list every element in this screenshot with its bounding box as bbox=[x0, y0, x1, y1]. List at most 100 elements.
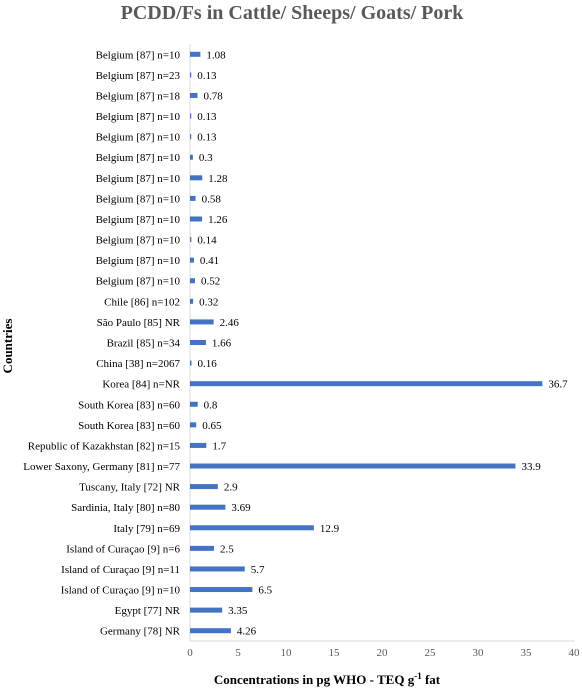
category-label: Belgium [87] n=10 bbox=[96, 111, 181, 123]
x-tick-label: 40 bbox=[569, 647, 581, 659]
data-label: 2.9 bbox=[224, 482, 238, 494]
bar bbox=[190, 237, 192, 243]
category-label: Republic of Kazakhstan [82] n=15 bbox=[28, 440, 181, 452]
data-label: 3.35 bbox=[228, 605, 248, 617]
data-label: 1.26 bbox=[208, 214, 228, 226]
bar bbox=[190, 525, 314, 531]
bar bbox=[190, 257, 194, 263]
category-label: Italy [79] n=69 bbox=[113, 523, 180, 535]
bar bbox=[190, 278, 195, 284]
data-label: 0.13 bbox=[197, 132, 217, 144]
data-label: 1.66 bbox=[212, 338, 232, 350]
bar bbox=[190, 587, 253, 593]
data-label: 0.58 bbox=[202, 193, 222, 205]
bar bbox=[190, 51, 201, 57]
category-label: Belgium [87] n=10 bbox=[96, 152, 181, 164]
bar bbox=[190, 422, 197, 428]
data-label: 0.14 bbox=[197, 235, 217, 247]
bar bbox=[190, 340, 206, 345]
category-label: Tuscany, Italy [72] NR bbox=[79, 482, 181, 494]
bar bbox=[190, 484, 218, 490]
category-label: Egypt [77] NR bbox=[115, 605, 181, 617]
category-label: Belgium [87] n=10 bbox=[96, 235, 181, 247]
x-tick-label: 35 bbox=[521, 647, 533, 659]
bar bbox=[190, 216, 203, 222]
bar bbox=[190, 607, 223, 613]
bar bbox=[190, 545, 214, 551]
category-labels: Belgium [87] n=10 Belgium [87] n=23 Belgiu… bbox=[23, 49, 180, 637]
category-label: Belgium [87] n=10 bbox=[96, 214, 181, 226]
x-tick-label: 20 bbox=[377, 647, 389, 659]
data-label: 5.7 bbox=[251, 564, 265, 576]
x-tick-label: 30 bbox=[473, 647, 485, 659]
bar bbox=[190, 566, 245, 572]
category-label: Belgium [87] n=23 bbox=[96, 70, 181, 82]
category-label: Island of Curaçao [9] n=10 bbox=[61, 585, 181, 597]
bar bbox=[190, 134, 192, 140]
category-label: Belgium [87] n=10 bbox=[96, 276, 181, 288]
x-axis-label-sup: -1 bbox=[414, 671, 422, 681]
x-tick-label: 5 bbox=[235, 647, 241, 659]
category-label: South Korea [83] n=60 bbox=[78, 399, 180, 411]
bar bbox=[190, 175, 203, 181]
bar bbox=[190, 154, 193, 160]
data-label: 0.8 bbox=[204, 399, 218, 411]
bar bbox=[190, 442, 207, 448]
category-label: Belgium [87] n=10 bbox=[96, 255, 181, 267]
x-axis-label: Concentrations in pg WHO - TEQ g-1 fat bbox=[214, 671, 441, 687]
bar bbox=[190, 298, 194, 304]
data-labels: 1.08 0.13 0.78 0.13 0.13 0.3 1.28 0.58 1.26 0.14 0… bbox=[197, 49, 568, 637]
bar bbox=[190, 113, 192, 119]
x-tick-label: 10 bbox=[281, 647, 293, 659]
data-label: 2.46 bbox=[220, 317, 240, 329]
bar bbox=[190, 360, 192, 366]
category-label: Lower Saxony, Germany [81] n=77 bbox=[23, 461, 180, 473]
data-label: 1.28 bbox=[208, 173, 228, 185]
x-tick-label: 15 bbox=[329, 647, 341, 659]
category-label: Germany [78] NR bbox=[100, 626, 181, 638]
category-label: Chile [86] n=102 bbox=[104, 296, 180, 308]
bar bbox=[190, 195, 196, 201]
category-label: Belgium [87] n=10 bbox=[96, 193, 181, 205]
bar bbox=[190, 72, 192, 78]
bar bbox=[190, 504, 226, 510]
category-label: Island of Curaçao [9] n=6 bbox=[66, 543, 180, 555]
category-label: Belgium [87] n=10 bbox=[96, 173, 181, 185]
bar bbox=[190, 463, 516, 469]
x-axis bbox=[189, 44, 575, 642]
data-label: 4.26 bbox=[237, 626, 257, 638]
category-label: Island of Curaçao [9] n=11 bbox=[61, 564, 180, 576]
bar bbox=[190, 92, 198, 98]
data-label: 0.16 bbox=[198, 358, 218, 370]
category-label: São Paulo [85] NR bbox=[97, 317, 181, 329]
category-label: South Korea [83] n=60 bbox=[78, 420, 180, 432]
x-tick-label: 25 bbox=[425, 647, 437, 659]
data-label: 0.78 bbox=[203, 90, 223, 102]
bars bbox=[190, 51, 543, 634]
category-label: Belgium [87] n=10 bbox=[96, 49, 181, 61]
bar bbox=[190, 401, 198, 407]
x-axis-label-tail: fat bbox=[422, 672, 441, 687]
x-axis-label-main: Concentrations in pg WHO - TEQ g bbox=[214, 672, 415, 687]
data-label: 12.9 bbox=[320, 523, 340, 535]
category-label: Brazil [85] n=34 bbox=[107, 338, 181, 350]
data-label: 0.41 bbox=[200, 255, 219, 267]
x-tick-label: 0 bbox=[187, 647, 193, 659]
data-label: 6.5 bbox=[258, 585, 272, 597]
data-label: 1.7 bbox=[212, 440, 226, 452]
data-label: 0.65 bbox=[202, 420, 222, 432]
x-tick-labels: 0 5 10 15 20 25 30 35 40 bbox=[187, 647, 580, 659]
data-label: 33.9 bbox=[521, 461, 541, 473]
bar bbox=[190, 381, 543, 387]
y-axis-label: Countries bbox=[0, 319, 15, 374]
bar bbox=[190, 628, 231, 634]
data-label: 0.13 bbox=[197, 70, 217, 82]
data-label: 0.52 bbox=[201, 276, 220, 288]
data-label: 0.32 bbox=[199, 296, 218, 308]
category-label: Sardinia, Italy [80] n=80 bbox=[71, 502, 180, 514]
category-label: Korea [84] n=NR bbox=[102, 379, 180, 391]
data-label: 3.69 bbox=[231, 502, 251, 514]
category-label: China [38] n=2067 bbox=[96, 358, 180, 370]
chart-title: PCDD/Fs in Cattle/ Sheeps/ Goats/ Pork bbox=[121, 2, 465, 24]
